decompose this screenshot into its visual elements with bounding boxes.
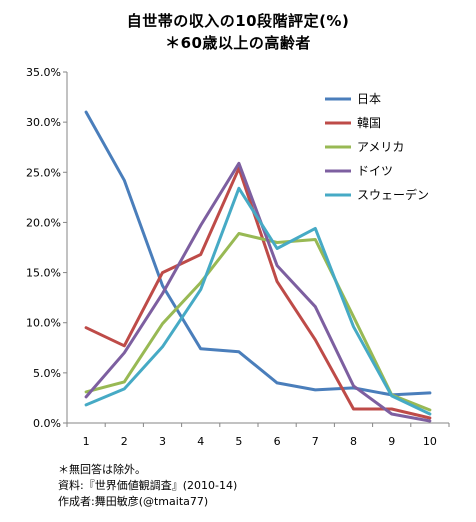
series-line-1 [84,110,432,397]
legend-label: ドイツ [357,164,393,178]
x-tick-label: 2 [121,435,128,448]
legend-item: アメリカ [325,140,404,154]
y-tick-label: 30.0% [26,116,61,129]
y-tick-label: 25.0% [26,166,61,179]
note-no-answer: ＊無回答は除外。 [58,463,146,476]
note-author: 作成者:舞田敏彦(@tmaita77) [58,495,209,508]
x-tick-label: 6 [274,435,281,448]
y-tick-label: 5.0% [33,367,61,380]
legend-label: 韓国 [357,116,381,130]
legend-item: 韓国 [325,116,381,130]
y-tick-label: 15.0% [26,267,61,280]
x-tick-label: 3 [159,435,166,448]
y-tick-label: 10.0% [26,317,61,330]
legend-label: アメリカ [357,140,404,154]
x-tick-label: 10 [423,435,437,448]
series-line-2 [84,166,432,420]
legend-item: 日本 [325,92,381,106]
y-tick-label: 20.0% [26,216,61,229]
x-tick-label: 7 [312,435,319,448]
x-tick-label: 4 [197,435,204,448]
series-line-3 [84,232,432,412]
legend-item: ドイツ [325,164,393,178]
note-source: 資料:『世界価値観調査』(2010-14) [58,479,238,492]
series-layer [84,110,432,423]
y-tick-label: 35.0% [26,66,61,79]
legend-item: スウェーデン [325,187,429,202]
x-tick-label: 5 [235,435,242,448]
chart-subtitle: ＊60歳以上の高齢者 [165,34,311,52]
series-line-4 [84,161,432,423]
x-tick-label: 9 [388,435,395,448]
legend-label: スウェーデン [357,187,429,202]
axes: 0.0% 5.0% 10.0% 15.0% 20.0% 25.0% 30.0% 35.0% 1 2… [26,66,450,448]
legend-label: 日本 [357,92,381,106]
x-tick-label: 1 [83,435,90,448]
chart-title: 自世帯の収入の10段階評定(%) [126,12,350,30]
series-line-5 [84,186,432,416]
y-tick-label: 0.0% [33,417,61,430]
x-tick-label: 8 [350,435,357,448]
